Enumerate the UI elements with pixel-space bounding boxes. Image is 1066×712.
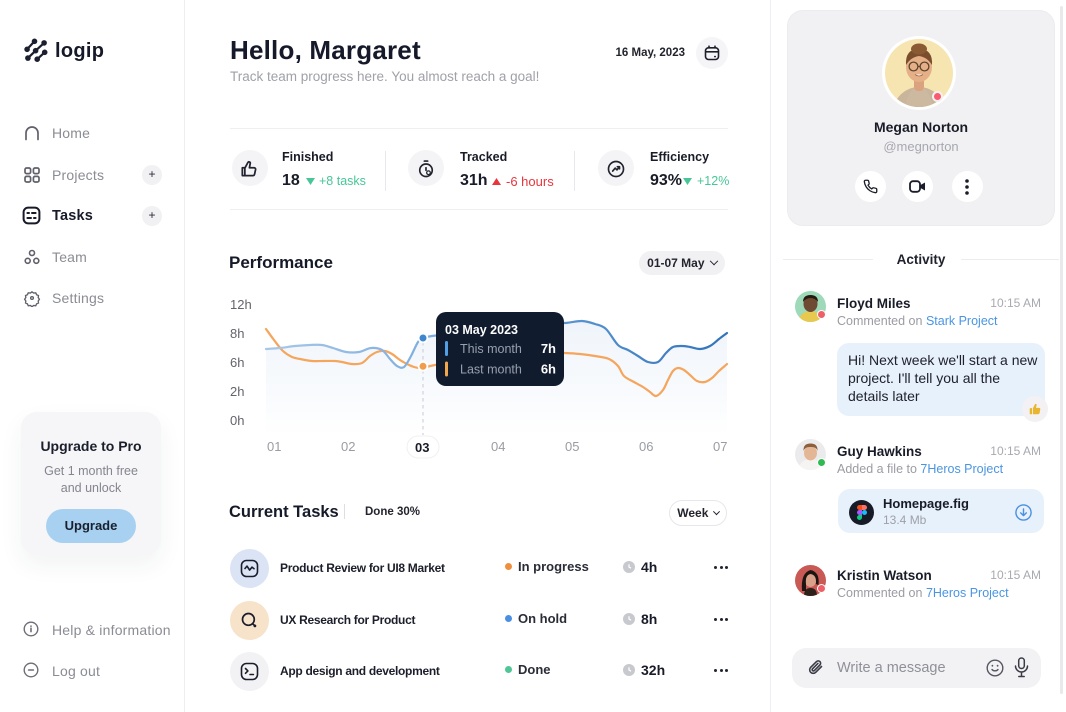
svg-text:2h: 2h	[230, 384, 244, 399]
svg-text:03 May 2023: 03 May 2023	[445, 323, 518, 337]
svg-text:7h: 7h	[541, 341, 556, 356]
svg-text:8h: 8h	[230, 326, 244, 341]
svg-text:05: 05	[565, 439, 579, 454]
svg-text:0h: 0h	[230, 413, 244, 428]
svg-text:6h: 6h	[541, 362, 556, 377]
svg-text:12h: 12h	[230, 297, 252, 312]
svg-text:07: 07	[713, 439, 727, 454]
svg-text:This month: This month	[460, 342, 522, 356]
svg-text:02: 02	[341, 439, 355, 454]
svg-text:Last month: Last month	[460, 363, 522, 377]
svg-text:03: 03	[415, 440, 429, 455]
svg-text:06: 06	[639, 439, 653, 454]
svg-text:01: 01	[267, 439, 281, 454]
svg-text:04: 04	[491, 439, 505, 454]
svg-text:6h: 6h	[230, 355, 244, 370]
